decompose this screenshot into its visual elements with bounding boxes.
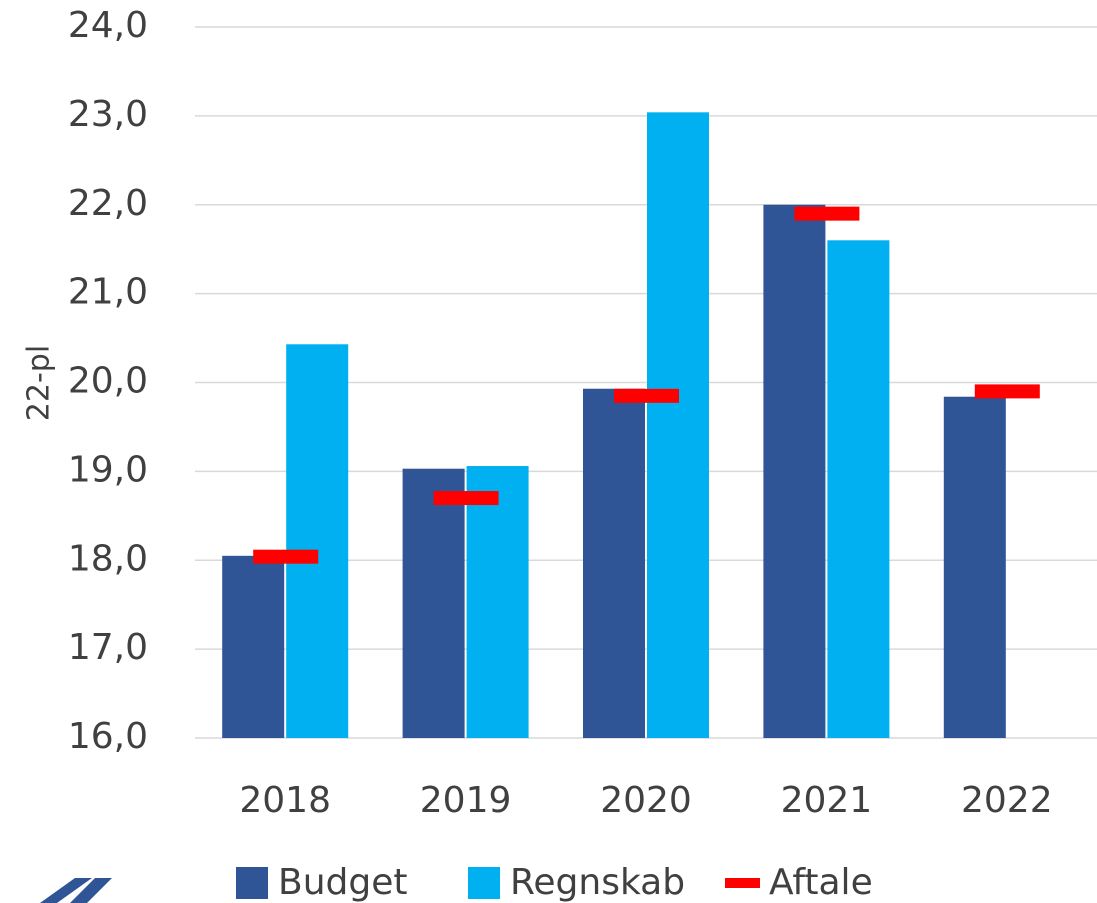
dash-marker xyxy=(614,388,679,403)
y-tick-label: 19,0 xyxy=(68,449,148,490)
bar xyxy=(402,468,465,738)
dash-marker xyxy=(433,491,499,506)
y-axis-label: 22-pl xyxy=(22,345,57,421)
bar xyxy=(583,388,645,738)
x-tick-label: 2020 xyxy=(600,780,692,821)
dash-marker xyxy=(794,206,860,221)
legend-label: Aftale xyxy=(769,862,873,903)
dash-marker xyxy=(253,549,319,564)
y-tick-label: 23,0 xyxy=(68,94,148,135)
x-tick-label: 2021 xyxy=(781,780,873,821)
y-tick-label: 24,0 xyxy=(68,5,148,46)
y-tick-label: 20,0 xyxy=(68,361,148,402)
legend-swatch xyxy=(468,867,500,899)
y-tick-label: 21,0 xyxy=(68,272,148,313)
x-tick-label: 2022 xyxy=(961,780,1053,821)
bar xyxy=(466,466,529,738)
x-tick-label: 2019 xyxy=(420,780,512,821)
legend-label: Regnskab xyxy=(510,862,685,903)
dash-marker xyxy=(974,384,1040,399)
logo xyxy=(40,878,112,903)
legend-swatch xyxy=(725,878,760,888)
y-tick-label: 18,0 xyxy=(68,538,148,579)
bar xyxy=(286,344,349,738)
y-tick-label: 17,0 xyxy=(68,627,148,668)
bar xyxy=(763,204,826,738)
bar xyxy=(943,396,1006,738)
bar xyxy=(647,112,709,738)
y-tick-label: 22,0 xyxy=(68,183,148,224)
x-tick-label: 2018 xyxy=(239,780,331,821)
bar xyxy=(827,240,890,739)
bar xyxy=(222,555,285,738)
y-tick-label: 16,0 xyxy=(68,716,148,757)
legend-label: Budget xyxy=(278,862,407,903)
legend-swatch xyxy=(236,867,268,899)
